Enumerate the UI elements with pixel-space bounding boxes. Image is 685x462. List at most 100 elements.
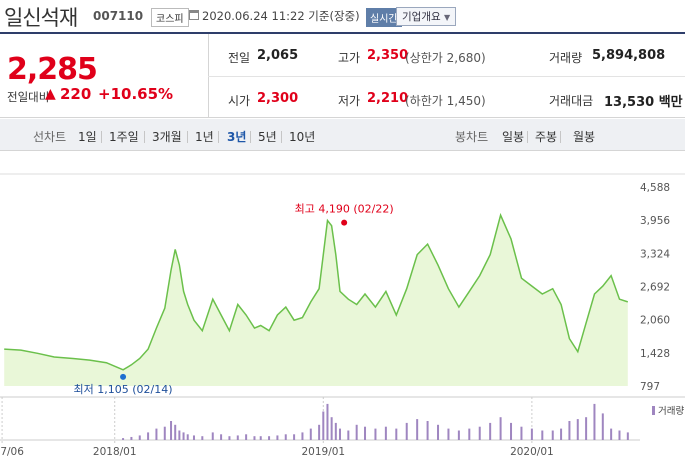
candle-monthly[interactable]: 월봉: [573, 130, 596, 144]
separator: [250, 131, 251, 143]
volume-bar: [174, 424, 177, 440]
price-area: [4, 215, 628, 386]
period-5y[interactable]: 5년: [258, 130, 277, 144]
volume-bar: [322, 411, 325, 440]
prev-close-label: 전일: [228, 51, 251, 65]
price-panel: [0, 34, 685, 118]
separator: [144, 131, 145, 143]
price-chart[interactable]: 4,588 3,956 3,324 2,692 2,060 1,428 797 2017/0…: [0, 152, 685, 462]
volume-bar: [626, 432, 629, 440]
x-tick-label: 2020/01: [510, 446, 554, 458]
volume-bar: [138, 435, 141, 440]
company-overview-label: 기업개요: [402, 11, 441, 23]
stats-divider: [208, 76, 685, 77]
volume-bar: [122, 438, 125, 440]
volume-bar: [253, 436, 256, 440]
y-tick-label: 797: [640, 381, 660, 393]
change-label: 전일대비: [7, 90, 50, 104]
up-arrow-icon: ▲: [45, 86, 56, 102]
low-label: 저가: [338, 94, 361, 108]
volume-legend-swatch: [652, 406, 655, 415]
trade-value-label: 거래대금: [549, 94, 594, 108]
period-bar: [0, 119, 685, 151]
volume-bar: [530, 428, 533, 440]
volume-bar: [551, 430, 554, 440]
separator: [560, 131, 561, 143]
header-divider: [0, 32, 685, 34]
volume-bar: [489, 422, 492, 440]
volume-bar: [560, 428, 563, 440]
volume-bar: [147, 432, 150, 440]
y-tick-label: 3,324: [640, 248, 670, 260]
candle-daily[interactable]: 일봉: [502, 130, 525, 144]
high-value: 2,350: [367, 48, 409, 63]
high-annotation: 최고 4,190 (02/22): [295, 203, 394, 216]
y-axis: 4,588 3,956 3,324 2,692 2,060 1,428 797: [640, 182, 670, 393]
y-tick-label: 4,588: [640, 182, 670, 194]
volume-bar: [211, 432, 214, 440]
volume-bar: [593, 403, 596, 440]
high-marker: [341, 219, 348, 226]
change-percent: +10.65%: [98, 85, 174, 103]
prev-close-value: 2,065: [257, 48, 299, 63]
volume-bar: [618, 430, 621, 440]
volume-bar: [576, 419, 579, 440]
separator: [101, 131, 102, 143]
volume-bar: [405, 422, 408, 440]
volume-bar: [334, 422, 337, 440]
volume-bar: [510, 422, 513, 440]
period-1d[interactable]: 1일: [78, 130, 97, 144]
y-tick-label: 3,956: [640, 215, 670, 227]
volume-bar: [374, 428, 377, 440]
stock-code: 007110: [93, 9, 144, 23]
volume-bar: [130, 436, 133, 440]
volume-bar: [178, 430, 181, 440]
x-tick-label: 2017/06: [0, 446, 24, 458]
volume-bar: [182, 432, 185, 440]
change-amount: 220: [60, 85, 92, 103]
period-3m[interactable]: 3개월: [152, 130, 182, 144]
volume-bar: [437, 424, 440, 440]
volume-bar: [364, 426, 367, 440]
volume-bar: [568, 421, 571, 440]
volume-bar: [384, 426, 387, 440]
volume-bar: [309, 428, 312, 440]
trade-value: 13,530 백만: [604, 95, 683, 110]
volume-bar: [284, 434, 287, 440]
volume-bar: [293, 434, 296, 440]
chevron-down-icon: ▼: [443, 13, 451, 22]
market-badge: 코스피: [151, 8, 189, 27]
volume-bar: [447, 428, 450, 440]
candle-weekly[interactable]: 주봉: [535, 130, 558, 144]
volume-bar: [259, 436, 262, 440]
separator: [187, 131, 188, 143]
volume-bar: [186, 434, 189, 440]
period-3y[interactable]: 3년: [227, 130, 247, 144]
low-annotation: 최저 1,105 (02/14): [74, 383, 173, 396]
volume-bar: [276, 435, 279, 440]
open-value: 2,300: [257, 91, 299, 106]
volume-bar: [468, 428, 471, 440]
x-tick-label: 2019/01: [301, 446, 345, 458]
volume-bar: [245, 434, 248, 440]
volume-bar: [301, 432, 304, 440]
period-10y[interactable]: 10년: [289, 130, 316, 144]
volume-bar: [585, 417, 588, 440]
period-1w[interactable]: 1주일: [109, 130, 139, 144]
open-label: 시가: [228, 94, 251, 108]
upper-limit: (상한가 2,680): [405, 51, 486, 65]
volume-bar: [610, 428, 613, 440]
volume-bars: 거래량: [122, 403, 684, 440]
x-axis: 2017/06 2018/01 2019/01 2020/01: [0, 397, 554, 458]
volume-bar: [426, 421, 429, 440]
realtime-button[interactable]: 실시간: [366, 8, 402, 27]
volume-bar: [326, 403, 329, 440]
volume-bar: [170, 421, 173, 440]
stock-name: 일신석재: [4, 6, 78, 30]
volume-bar: [201, 436, 204, 440]
volume-bar: [541, 430, 544, 440]
company-overview-button[interactable]: 기업개요 ▼: [396, 7, 457, 26]
period-1y[interactable]: 1년: [195, 130, 214, 144]
volume-label: 거래량: [549, 51, 583, 65]
price-line: [4, 212, 629, 371]
